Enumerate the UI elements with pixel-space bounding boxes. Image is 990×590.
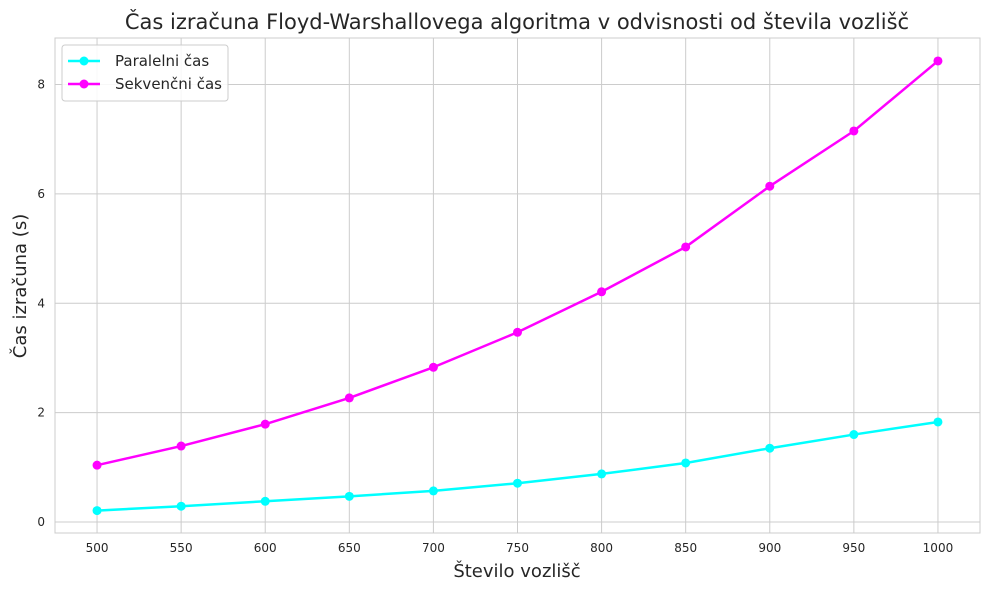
- y-tick-label: 0: [37, 515, 45, 529]
- data-point: [681, 242, 691, 252]
- y-tick-label: 6: [37, 187, 45, 201]
- data-point: [176, 441, 186, 451]
- chart-title: Čas izračuna Floyd-Warshallovega algorit…: [125, 9, 909, 34]
- legend-label-sekvencni: Sekvenčni čas: [115, 75, 222, 93]
- series-paralelni: [92, 417, 943, 516]
- x-tick-label: 900: [758, 541, 781, 555]
- data-point: [92, 506, 102, 516]
- x-tick-label: 850: [674, 541, 697, 555]
- data-point: [344, 393, 354, 403]
- data-point: [260, 496, 270, 506]
- data-point: [765, 443, 775, 453]
- plot-frame: [54, 37, 981, 534]
- y-tick-label: 8: [37, 77, 45, 91]
- x-tick-label: 550: [170, 541, 193, 555]
- y-axis-ticks: 0 2 4 6 8: [37, 77, 45, 529]
- data-point: [92, 460, 102, 470]
- data-point: [344, 491, 354, 501]
- x-tick-label: 800: [590, 541, 613, 555]
- x-tick-label: 600: [254, 541, 277, 555]
- data-point: [260, 419, 270, 429]
- data-point: [681, 458, 691, 468]
- x-tick-label: 650: [338, 541, 361, 555]
- data-point: [849, 126, 859, 136]
- y-axis-label: Čas izračuna (s): [9, 214, 31, 358]
- x-tick-label: 750: [506, 541, 529, 555]
- data-point: [513, 478, 522, 488]
- legend-box: [61, 44, 229, 102]
- legend-marker-paralelni: [79, 56, 89, 66]
- x-tick-label: 1000: [923, 541, 954, 555]
- x-axis-ticks: 500 550 600 650 700 750 800 850 900 950 1000: [86, 541, 954, 555]
- data-point: [933, 417, 943, 427]
- data-point: [597, 469, 607, 479]
- x-tick-label: 950: [842, 541, 865, 555]
- series-sekvencni: [92, 56, 943, 470]
- legend-label-paralelni: Paralelni čas: [115, 52, 209, 70]
- data-point: [428, 362, 438, 372]
- data-point: [765, 181, 775, 191]
- data-point: [933, 56, 943, 66]
- data-point: [428, 486, 438, 496]
- x-tick-label: 700: [422, 541, 445, 555]
- y-tick-label: 4: [37, 296, 45, 310]
- series-layer: [92, 56, 943, 516]
- data-point: [176, 501, 186, 511]
- y-tick-label: 2: [37, 406, 45, 420]
- grid: [55, 38, 980, 533]
- data-point: [597, 287, 607, 297]
- data-point: [849, 430, 859, 440]
- legend: Paralelni čas Sekvenčni čas: [61, 44, 229, 102]
- x-tick-label: 500: [86, 541, 109, 555]
- x-axis-label: Število vozlišč: [453, 560, 580, 582]
- legend-marker-sekvencni: [79, 79, 89, 89]
- data-point: [513, 327, 522, 337]
